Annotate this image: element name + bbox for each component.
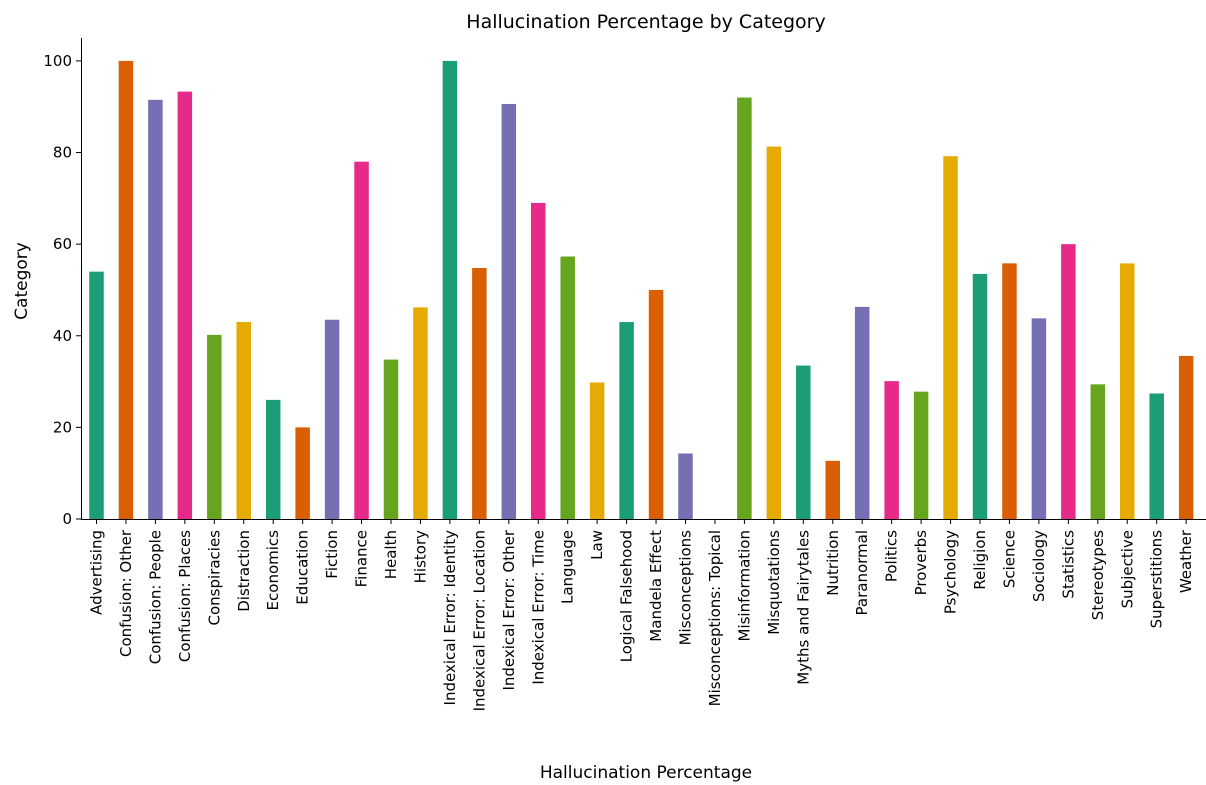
x-tick-label: Advertising: [88, 530, 106, 615]
x-tick-label: Weather: [1177, 529, 1195, 593]
bar: [472, 267, 487, 519]
y-tick-label: 100: [43, 52, 72, 70]
x-tick-label: Language: [559, 530, 577, 604]
bar: [972, 273, 988, 519]
bar: [884, 381, 899, 519]
x-tick-label: Sociology: [1030, 530, 1048, 602]
x-tick-label: Indexical Error: Identity: [441, 530, 459, 706]
x-tick-label: Logical Falsehood: [618, 530, 636, 662]
chart-title: Hallucination Percentage by Category: [466, 11, 825, 33]
y-tick-label: 20: [53, 418, 72, 436]
bar: [265, 399, 281, 519]
x-tick-label: Distraction: [235, 530, 253, 612]
bar: [413, 307, 428, 519]
bar: [796, 365, 811, 519]
x-tick-label: Misquotations: [765, 530, 783, 635]
bar: [737, 97, 752, 520]
x-tick-label: History: [411, 530, 429, 583]
bars-group: [89, 60, 1194, 520]
bar: [619, 322, 634, 519]
x-tick-label: Subjective: [1118, 530, 1136, 608]
bar: [1120, 263, 1135, 519]
bar: [766, 146, 782, 519]
x-tick-label: Indexical Error: Time: [529, 530, 547, 685]
bar: [148, 99, 163, 519]
bar: [854, 306, 870, 519]
x-tick-label: Misconceptions: [677, 530, 695, 646]
x-tick-label: Confusion: Places: [176, 530, 194, 662]
x-tick-label: Politics: [883, 530, 901, 582]
x-tick-label: Proverbs: [912, 530, 930, 596]
bar: [1002, 263, 1017, 519]
bar: [177, 91, 193, 519]
x-tick-label: Statistics: [1059, 530, 1077, 599]
x-tick-label: Paranormal: [853, 530, 871, 615]
x-tick-label: Confusion: Other: [117, 529, 135, 657]
bar: [207, 334, 222, 519]
bar: [678, 453, 693, 519]
y-axis-label: Category: [12, 242, 32, 320]
bar: [324, 319, 340, 519]
bar: [943, 156, 958, 519]
bar: [1149, 393, 1164, 519]
x-tick-label: Indexical Error: Location: [470, 530, 488, 711]
bar: [1061, 244, 1076, 519]
bar: [383, 359, 399, 519]
bar: [501, 103, 517, 519]
x-tick-label: Law: [588, 530, 606, 560]
bar: [1090, 384, 1106, 519]
y-tick-label: 80: [53, 144, 72, 162]
x-tick-label: Stereotypes: [1089, 530, 1107, 620]
bar: [913, 391, 929, 519]
bar: [825, 460, 840, 519]
y-tick-label: 40: [53, 327, 72, 345]
x-tick-label: Psychology: [942, 530, 960, 614]
x-tick-label: Science: [1000, 530, 1018, 588]
bar: [89, 271, 104, 519]
bar: [560, 256, 575, 519]
bar: [1031, 318, 1047, 519]
x-tick-label: Mandela Effect: [647, 530, 665, 642]
x-tick-label: Nutrition: [824, 530, 842, 596]
x-tick-label: Economics: [264, 530, 282, 611]
x-tick-label: Religion: [971, 530, 989, 590]
bar: [531, 202, 546, 519]
bar: [1178, 355, 1194, 519]
x-tick-label: Misinformation: [735, 530, 753, 642]
x-tick-label: Conspiracies: [205, 530, 223, 626]
x-axis-label: Hallucination Percentage: [540, 763, 752, 783]
bar: [442, 60, 458, 520]
x-tick-label: Superstitions: [1148, 530, 1166, 629]
bar: [236, 322, 251, 519]
x-axis: Advertising Confusion: Other Confusion: Pe…: [88, 519, 1195, 711]
x-tick-label: Misconceptions: Topical: [706, 530, 724, 706]
x-tick-label: Indexical Error: Other: [500, 529, 518, 690]
bar: [354, 161, 369, 519]
x-tick-label: Confusion: People: [146, 530, 164, 664]
x-tick-label: Finance: [353, 530, 371, 587]
bar: [589, 382, 605, 519]
x-tick-label: Education: [294, 530, 312, 605]
x-tick-label: Health: [382, 530, 400, 579]
bar: [295, 427, 310, 519]
x-tick-label: Fiction: [323, 530, 341, 579]
bar: [118, 60, 134, 520]
bar: [648, 289, 664, 519]
y-axis: 0 20 40 60 80 100: [43, 52, 81, 528]
x-tick-label: Myths and Fairytales: [794, 530, 812, 685]
y-tick-label: 0: [62, 510, 72, 528]
y-tick-label: 60: [53, 235, 72, 253]
